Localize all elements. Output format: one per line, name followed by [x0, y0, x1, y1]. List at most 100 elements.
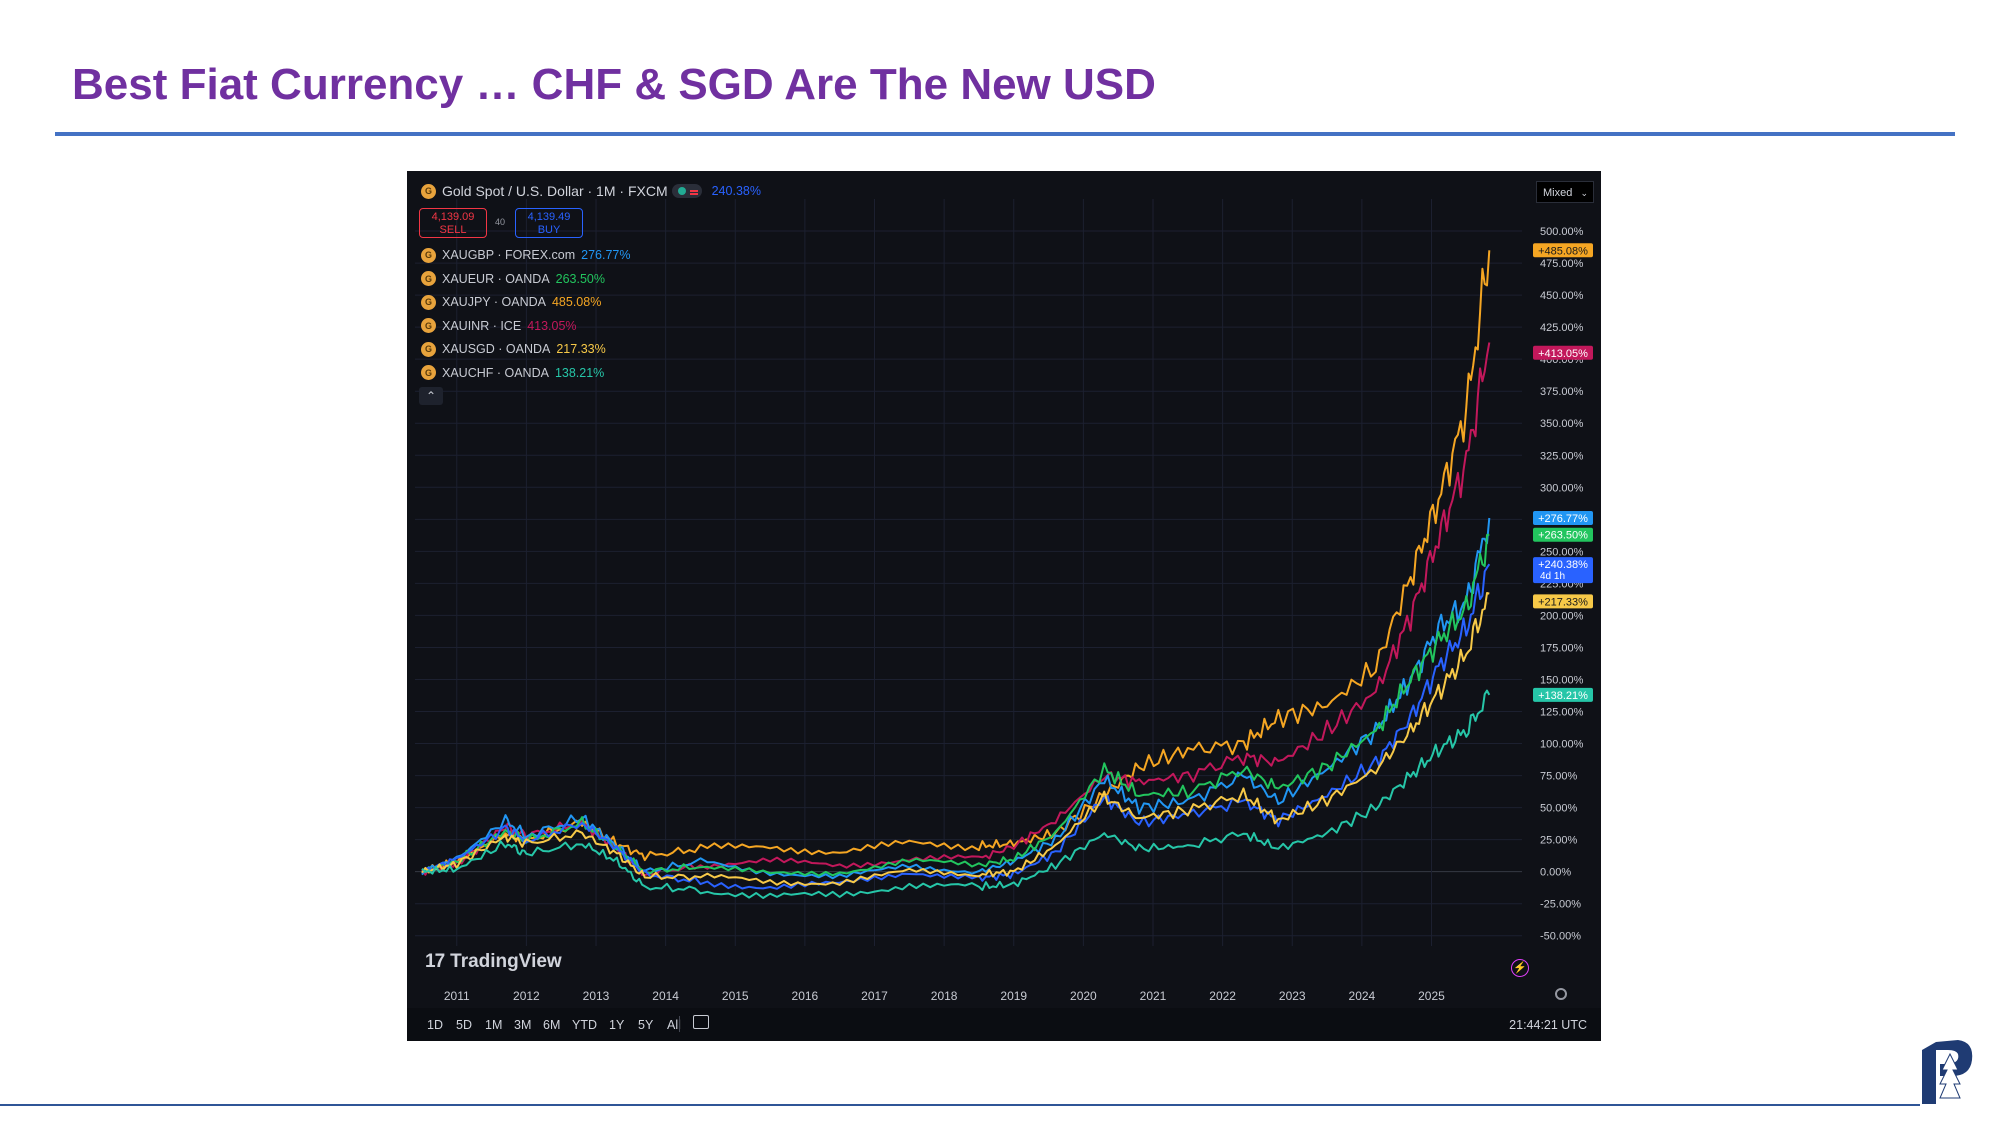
- tradingview-logo[interactable]: 17 TradingView: [425, 949, 562, 975]
- x-tick-label: 2016: [792, 989, 819, 1003]
- gold-coin-icon: G: [421, 247, 436, 263]
- legend-item[interactable]: G XAUJPY · OANDA 485.08%: [421, 292, 601, 312]
- collapse-legend-button[interactable]: ⌃: [419, 387, 443, 405]
- y-tick-label: 375.00%: [1540, 386, 1584, 398]
- scale-mode-value: Mixed: [1543, 187, 1573, 199]
- y-tick-label: 200.00%: [1540, 610, 1584, 622]
- y-tick-label: 25.00%: [1540, 835, 1578, 847]
- x-tick-label: 2020: [1070, 989, 1097, 1003]
- y-tick-label: 350.00%: [1540, 418, 1584, 430]
- y-tick-label: 175.00%: [1540, 642, 1584, 654]
- series-value-tag: [1533, 345, 1593, 360]
- footer-rule: [0, 1104, 1920, 1106]
- legend-item[interactable]: G XAUSGD · OANDA 217.33%: [421, 339, 606, 359]
- range-button-6m[interactable]: 6M: [543, 1018, 561, 1032]
- tradingview-chart[interactable]: -50.00% -25.00% 0.00% 25.00% 50.00% 75.00% 100…: [407, 171, 1601, 1041]
- y-tick-label: 50.00%: [1540, 803, 1578, 815]
- x-tick-label: 2013: [583, 989, 610, 1003]
- y-tick-label: 300.00%: [1540, 482, 1584, 494]
- slide-title: Best Fiat Currency … CHF & SGD Are The N…: [72, 60, 1156, 109]
- gold-coin-icon: G: [421, 183, 436, 199]
- legend-item-name: XAUCHF · OANDA: [442, 365, 549, 380]
- series-value-tag: [1533, 511, 1593, 526]
- calendar-icon[interactable]: [693, 1015, 709, 1029]
- series-line: [421, 689, 1491, 899]
- range-divider: [679, 1016, 680, 1032]
- gold-coin-icon: G: [421, 365, 436, 380]
- legend-item[interactable]: G XAUEUR · OANDA 263.50%: [421, 269, 605, 289]
- company-logo: [1922, 1040, 1973, 1104]
- y-tick-label: 325.00%: [1540, 450, 1584, 462]
- series-line: [421, 250, 1491, 874]
- x-tick-label: 2019: [1000, 989, 1027, 1003]
- symbol-title[interactable]: Gold Spot / U.S. Dollar · 1M · FXCM: [442, 183, 668, 199]
- gold-coin-icon: G: [421, 318, 436, 333]
- gear-icon[interactable]: [1555, 988, 1567, 1000]
- tradingview-mark-icon: 17: [425, 951, 445, 972]
- range-button-ytd[interactable]: YTD: [572, 1018, 597, 1032]
- x-tick-label: 2021: [1140, 989, 1167, 1003]
- series-value-label: +276.77%: [1538, 513, 1588, 525]
- series-value-tag: [1533, 594, 1593, 609]
- market-open-icon: [677, 187, 686, 195]
- scale-mode-select[interactable]: Mixed ⌄: [1536, 181, 1594, 203]
- legend-item-name: XAUEUR · OANDA: [442, 271, 550, 286]
- series-value-label: +217.33%: [1538, 596, 1588, 608]
- series-value-label: +413.05%: [1538, 348, 1588, 360]
- y-tick-label: 125.00%: [1540, 707, 1584, 719]
- x-tick-label: 2012: [513, 989, 540, 1003]
- series-line: [421, 533, 1490, 877]
- sell-label: SELL: [439, 224, 467, 236]
- range-button-1m[interactable]: 1M: [485, 1018, 503, 1032]
- legend-item[interactable]: G XAUCHF · OANDA 138.21%: [421, 363, 604, 383]
- x-tick-label: 2011: [444, 989, 470, 1003]
- series-value-tag: [1533, 557, 1593, 584]
- y-tick-label: 100.00%: [1540, 739, 1584, 751]
- legend-item-pct: 485.08%: [551, 295, 602, 309]
- legend-item[interactable]: G XAUGBP · FOREX.com 276.77%: [421, 245, 631, 265]
- series-value-label: +485.08%: [1538, 245, 1588, 257]
- range-button-all[interactable]: All: [667, 1018, 681, 1032]
- tradingview-wordmark: TradingView: [450, 951, 562, 972]
- range-button-1d[interactable]: 1D: [427, 1018, 443, 1032]
- y-tick-label: -50.00%: [1540, 931, 1581, 943]
- y-tick-label: 75.00%: [1540, 771, 1578, 783]
- sell-price: 4,139.09: [431, 211, 475, 223]
- legend-item-pct: 217.33%: [556, 342, 606, 356]
- series-value-tag: [1533, 687, 1593, 702]
- legend-item[interactable]: G XAUINR · ICE 413.05%: [421, 316, 577, 336]
- countdown-label: 4d 1h: [1540, 571, 1565, 582]
- utc-clock[interactable]: 21:44:21 UTC: [1509, 1018, 1587, 1032]
- x-tick-label: 2015: [722, 989, 749, 1003]
- spread: 40: [495, 217, 506, 227]
- chevron-down-icon: ⌄: [1580, 188, 1588, 198]
- series-value-label: +263.50%: [1538, 530, 1588, 542]
- legend-item-pct: 138.21%: [554, 365, 605, 380]
- x-tick-label: 2014: [652, 989, 679, 1003]
- buy-label: BUY: [537, 224, 561, 236]
- y-tick-label: 150.00%: [1540, 674, 1584, 686]
- gold-coin-icon: G: [421, 341, 436, 357]
- buy-button[interactable]: 4,139.49 BUY: [515, 208, 583, 238]
- y-tick-label: 425.00%: [1540, 322, 1584, 334]
- y-tick-label: 475.00%: [1540, 258, 1584, 270]
- x-tick-label: 2018: [931, 989, 958, 1003]
- lightning-icon[interactable]: ⚡: [1511, 959, 1529, 977]
- chart-header: G Gold Spot / U.S. Dollar · 1M · FXCM 24…: [421, 180, 761, 202]
- y-tick-label: 450.00%: [1540, 290, 1584, 302]
- range-button-3m[interactable]: 3M: [514, 1018, 532, 1032]
- legend-item-name: XAUINR · ICE: [442, 318, 522, 333]
- gold-coin-icon: G: [421, 271, 436, 286]
- y-tick-label: 250.00%: [1540, 546, 1584, 558]
- x-tick-label: 2023: [1279, 989, 1306, 1003]
- symbol-pct: 240.38%: [711, 184, 761, 198]
- gold-coin-icon: G: [421, 294, 436, 310]
- market-status-pill[interactable]: [671, 184, 702, 198]
- range-button-5y[interactable]: 5Y: [638, 1018, 654, 1032]
- range-button-5d[interactable]: 5D: [456, 1018, 472, 1032]
- range-button-1y[interactable]: 1Y: [609, 1018, 625, 1032]
- x-tick-label: 2025: [1418, 989, 1445, 1003]
- x-tick-label: 2022: [1209, 989, 1236, 1003]
- sell-button[interactable]: 4,139.09 SELL: [419, 208, 487, 238]
- chart-canvas[interactable]: -50.00% -25.00% 0.00% 25.00% 50.00% 75.00% 100…: [407, 171, 1601, 1041]
